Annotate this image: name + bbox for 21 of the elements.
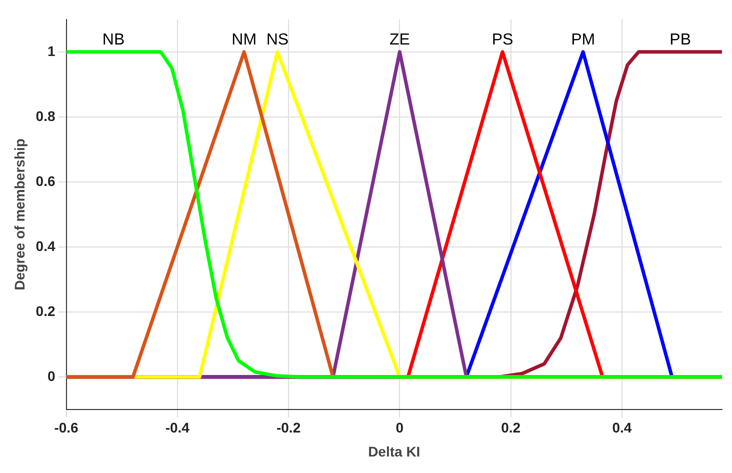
x-tick-label: 0.4 — [612, 420, 632, 436]
x-tick-label: -0.2 — [276, 420, 301, 436]
series-label: PM — [571, 31, 596, 48]
x-tick-label: 0 — [396, 420, 404, 436]
x-tick-label: -0.4 — [165, 420, 190, 436]
x-tick-label: 0.2 — [501, 420, 521, 436]
series-label: NM — [232, 31, 257, 48]
series-label: NS — [266, 31, 289, 48]
x-axis-title: Delta KI — [368, 443, 420, 460]
y-tick-label: 0 — [47, 368, 56, 384]
y-axis-title: Degree of membership — [11, 138, 28, 290]
y-tick-label: 0.4 — [36, 238, 56, 254]
series-label: PS — [492, 31, 514, 48]
y-tick-label: 0.2 — [36, 302, 56, 319]
series-label: PB — [670, 31, 691, 48]
series-label: ZE — [389, 31, 410, 48]
series-label: NB — [102, 31, 125, 48]
x-tick-label: -0.6 — [54, 420, 79, 436]
y-tick-label: 0.6 — [36, 172, 56, 189]
y-tick-label: 1 — [47, 42, 56, 59]
y-tick-label: 0.8 — [36, 108, 56, 124]
